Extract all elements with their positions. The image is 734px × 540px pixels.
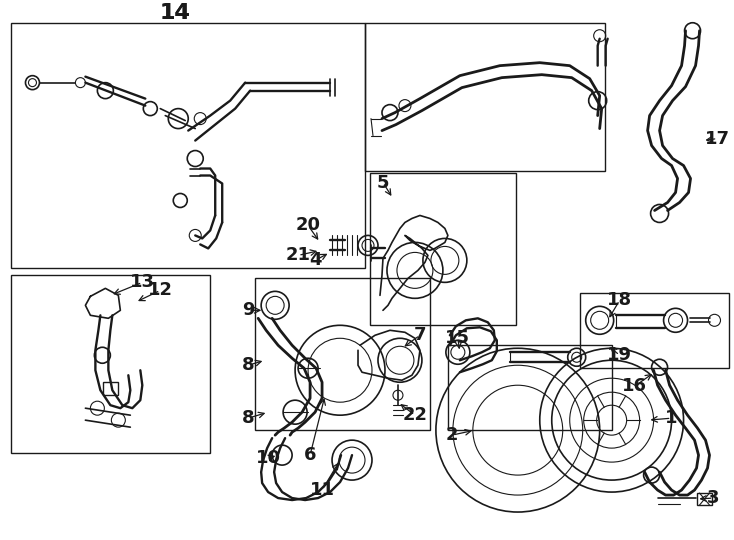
Text: 4: 4 (309, 252, 321, 269)
Text: 1: 1 (665, 409, 677, 427)
Text: 5: 5 (377, 173, 389, 192)
Text: 13: 13 (130, 273, 155, 292)
Text: 22: 22 (402, 406, 427, 424)
Text: 15: 15 (446, 329, 470, 347)
Text: 9: 9 (242, 301, 255, 319)
Text: 3: 3 (708, 489, 720, 507)
Text: 2: 2 (446, 426, 458, 444)
Text: 8: 8 (242, 356, 255, 374)
Text: 16: 16 (622, 377, 647, 395)
Bar (365, 23, 605, 171)
Text: 11: 11 (310, 481, 335, 499)
Text: 8: 8 (242, 409, 255, 427)
Text: 17: 17 (705, 130, 730, 147)
Text: 7: 7 (414, 326, 426, 345)
Bar (697, 493, 711, 505)
Text: 12: 12 (148, 281, 172, 299)
Bar (448, 345, 611, 430)
Text: 10: 10 (255, 449, 280, 467)
Bar (580, 293, 730, 368)
Text: 19: 19 (607, 346, 632, 364)
Text: 20: 20 (296, 217, 321, 234)
Text: 14: 14 (160, 3, 191, 23)
Bar (255, 278, 430, 430)
Text: 21: 21 (286, 246, 310, 265)
Bar (103, 382, 118, 395)
Bar (370, 172, 516, 325)
Bar (10, 275, 210, 453)
Bar (10, 23, 365, 268)
Text: 6: 6 (304, 446, 316, 464)
Text: 14: 14 (160, 3, 191, 23)
Text: 18: 18 (607, 292, 632, 309)
